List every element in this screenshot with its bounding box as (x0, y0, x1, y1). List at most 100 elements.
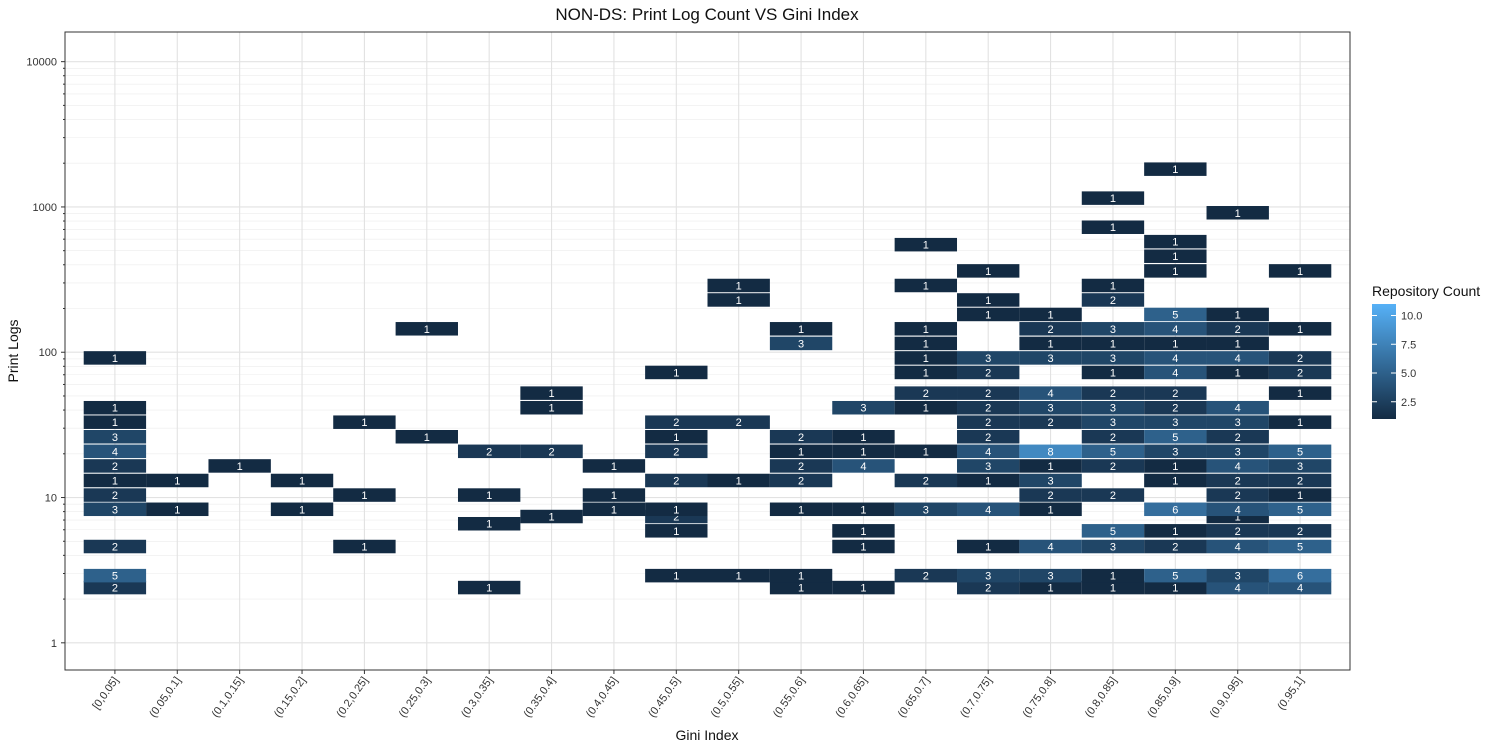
heatmap-cell (1206, 430, 1269, 444)
cell-count-label: 1 (1110, 280, 1116, 292)
heatmap-cell (832, 524, 895, 538)
heatmap-cell (1268, 322, 1332, 336)
cell-count-label: 5 (1297, 504, 1303, 516)
heatmap-cell (1144, 502, 1207, 517)
cell-count-label: 2 (1172, 403, 1178, 415)
legend-tick-label: 10.0 (1401, 311, 1422, 323)
cell-count-label: 4 (860, 461, 866, 473)
heatmap-cell (83, 502, 147, 517)
cell-count-label: 2 (112, 490, 118, 502)
heatmap-cell (1268, 386, 1332, 400)
cell-count-label: 2 (673, 512, 679, 524)
heatmap-cell (1081, 459, 1145, 473)
cell-count-label: 2 (1297, 475, 1303, 487)
x-tick-label: (0.8,0.85] (1083, 675, 1119, 720)
cell-count-label: 1 (112, 475, 118, 487)
heatmap-cell (83, 568, 147, 583)
cell-count-label: 1 (923, 367, 929, 379)
heatmap-cell (1144, 459, 1207, 473)
heatmap-cell (1081, 568, 1145, 583)
heatmap-cell (957, 459, 1020, 473)
cell-count-label: 1 (611, 461, 617, 473)
heatmap-cell (1019, 415, 1082, 429)
color-legend: Repository Count 2.5 5.0 7.5 10.0 (1372, 283, 1480, 419)
cell-count-label: 1 (923, 240, 929, 252)
heatmap-cell (957, 580, 1020, 595)
heatmap-cell (1206, 459, 1269, 473)
cell-count-label: 2 (1235, 475, 1241, 487)
cell-count-label: 1 (985, 266, 991, 278)
cell-count-label: 1 (1048, 461, 1054, 473)
cell-count-label: 1 (1048, 338, 1054, 350)
heatmap-cell (894, 351, 958, 365)
heatmap-cell (1206, 568, 1269, 583)
heatmap-cell (1268, 580, 1332, 595)
cell-count-label: 1 (1110, 571, 1116, 583)
heatmap-cell (707, 415, 770, 429)
heatmap-cell (457, 488, 521, 502)
cell-count-label: 1 (673, 526, 679, 538)
heatmap-cell (83, 430, 147, 444)
cell-count-label: 4 (112, 446, 118, 458)
cell-count-label: 3 (985, 461, 991, 473)
heatmap-cell (1144, 322, 1207, 336)
heatmap-cell (1144, 307, 1207, 322)
cell-count-label: 1 (486, 519, 492, 531)
cell-count-label: 3 (1048, 571, 1054, 583)
heatmap-cell (1268, 351, 1332, 365)
heatmap-cell (1206, 307, 1269, 322)
heatmap-cell (1268, 444, 1332, 459)
x-tick-label: [0,0.05] (90, 675, 121, 712)
cell-count-label: 1 (1110, 338, 1116, 350)
heatmap-cell (83, 488, 147, 502)
cell-count-label: 1 (923, 324, 929, 336)
plot-panel (65, 32, 1350, 670)
cell-count-label: 1 (112, 353, 118, 365)
heatmap-cell (769, 502, 833, 517)
heatmap-cell (1019, 336, 1082, 351)
heatmap-cell (1081, 386, 1145, 400)
heatmap-cell (146, 502, 209, 517)
cell-count-label: 3 (112, 432, 118, 444)
cell-count-label: 1 (1172, 583, 1178, 595)
cell-count-label: 2 (1297, 367, 1303, 379)
cell-count-label: 1 (923, 403, 929, 415)
cell-count-label: 2 (798, 461, 804, 473)
legend-tick-label: 5.0 (1401, 368, 1416, 380)
cell-count-label: 1 (736, 571, 742, 583)
cell-count-label: 4 (1048, 542, 1054, 554)
cell-count-label: 2 (985, 403, 991, 415)
heatmap-cell (1144, 365, 1207, 380)
cell-count-label: 5 (1110, 446, 1116, 458)
heatmap-cell (1268, 568, 1332, 583)
cell-count-label: 5 (112, 571, 118, 583)
heatmap-cell (1206, 351, 1269, 365)
heatmap-cell (1081, 415, 1145, 429)
cell-count-label: 1 (923, 446, 929, 458)
cell-count-label: 1 (112, 417, 118, 429)
cell-count-label: 3 (1172, 446, 1178, 458)
cell-count-label: 4 (1235, 504, 1241, 516)
cell-count-label: 4 (1235, 461, 1241, 473)
cell-count-label: 1 (860, 526, 866, 538)
cell-count-label: 8 (1048, 446, 1054, 458)
cell-count-label: 1 (736, 295, 742, 307)
cell-count-label: 2 (1297, 353, 1303, 365)
heatmap-cell (957, 473, 1020, 488)
heatmap-cell (1144, 400, 1207, 415)
cell-count-label: 1 (736, 475, 742, 487)
heatmap-cell (1144, 234, 1207, 249)
cell-count-label: 3 (985, 353, 991, 365)
heatmap-cell (333, 415, 396, 429)
x-tick-label: (0.05,0.1] (147, 675, 183, 720)
heatmap-cell (333, 539, 396, 554)
heatmap-cell (1144, 162, 1207, 176)
heatmap-cell (645, 430, 708, 444)
heatmap-cell (769, 473, 833, 488)
cell-count-label: 1 (798, 504, 804, 516)
cell-count-label: 1 (299, 475, 305, 487)
cell-count-label: 2 (1172, 388, 1178, 400)
heatmap-cell (894, 322, 958, 336)
heatmap-cell (1081, 220, 1145, 234)
cell-count-label: 1 (1235, 367, 1241, 379)
